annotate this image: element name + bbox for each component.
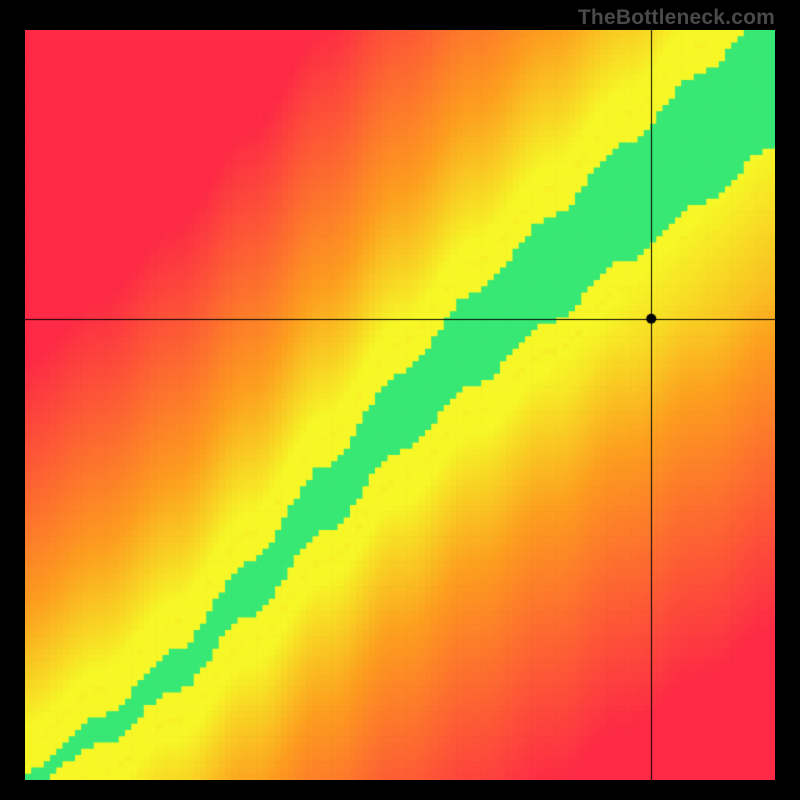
bottleneck-heatmap: [25, 30, 775, 780]
chart-container: TheBottleneck.com: [0, 0, 800, 800]
watermark-text: TheBottleneck.com: [578, 6, 775, 30]
